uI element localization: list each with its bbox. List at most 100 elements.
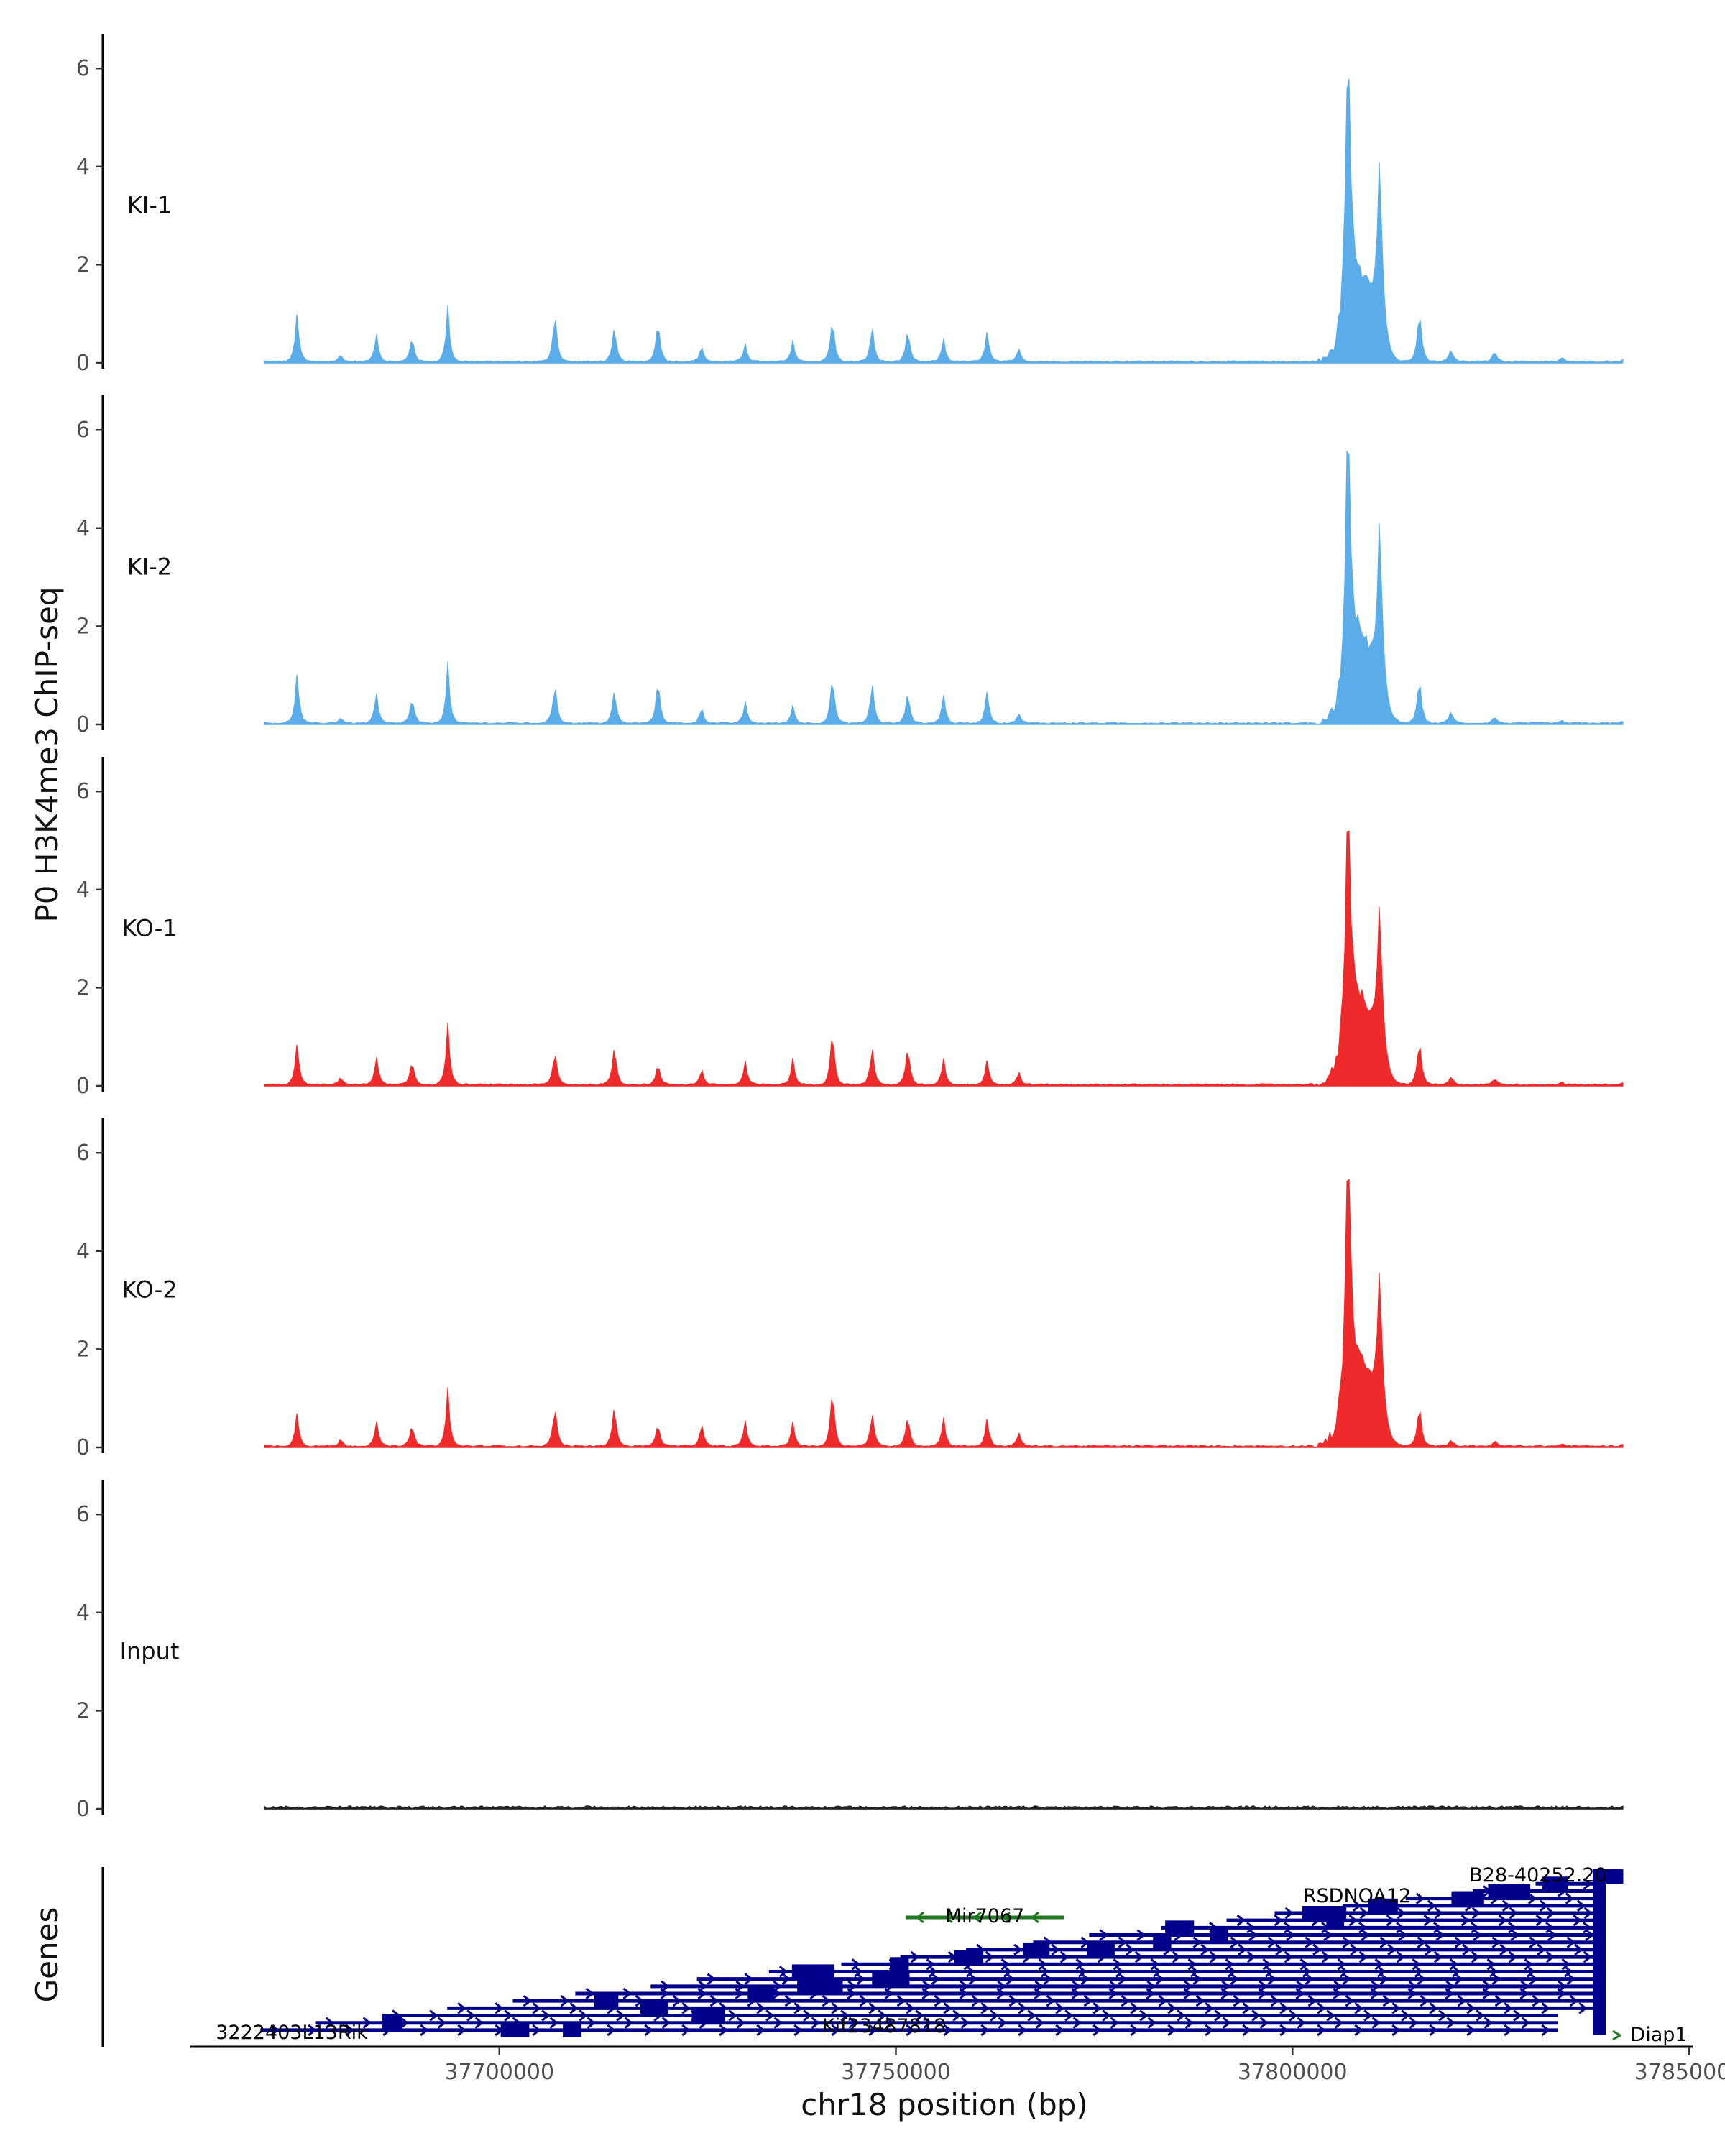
strand-arrow: [1174, 1929, 1183, 1941]
strand-arrow: [1578, 2002, 1588, 2014]
strand-arrow: [1438, 2009, 1448, 2022]
strand-arrow: [1499, 1943, 1509, 1956]
gene-row: [768, 1964, 1601, 1979]
strand-arrow: [1379, 1936, 1389, 1948]
strand-arrow: [1434, 1907, 1443, 1920]
strand-arrow: [1083, 1994, 1092, 2007]
gene-row: [1089, 1927, 1601, 1943]
strand-arrow: [1358, 1950, 1368, 1963]
strand-arrow: [1317, 2002, 1326, 2014]
strand-arrow: [400, 2017, 409, 2029]
strand-arrow: [1529, 1936, 1538, 1948]
strand-arrow: [1417, 1936, 1426, 1948]
strand-arrow: [756, 2002, 765, 2014]
strand-arrow: [853, 1966, 863, 1978]
strand-arrow: [1003, 1966, 1013, 1978]
strand-arrow: [996, 1987, 1006, 2000]
strand-arrow: [1401, 2009, 1410, 2022]
strand-arrow: [1409, 2017, 1418, 2029]
strand-arrow: [345, 2024, 354, 2037]
strand-arrow: [1183, 1987, 1192, 2000]
strand-arrow: [308, 2024, 317, 2037]
strand-arrow: [1504, 2002, 1513, 2014]
strand-arrow: [1248, 1929, 1258, 1941]
strand-arrow: [773, 2017, 783, 2029]
strand-arrow: [1557, 1987, 1566, 2000]
strand-arrow: [1258, 1987, 1267, 2000]
strand-arrow: [1102, 2009, 1111, 2022]
strand-arrow: [1295, 1987, 1305, 2000]
strand-arrow: [270, 2024, 280, 2037]
strand-arrow: [1583, 1907, 1593, 1920]
strand-arrow: [697, 1987, 707, 2000]
diap1-arrow: [1612, 2030, 1622, 2041]
strand-arrow: [1573, 1914, 1582, 1927]
strand-arrow: [1396, 1950, 1406, 1963]
strand-arrow: [1371, 2017, 1381, 2029]
y-tick-label: 6: [76, 418, 90, 443]
exon: [1302, 1906, 1325, 1920]
strand-arrow: [549, 2017, 558, 2029]
strand-arrow: [1227, 1966, 1237, 1978]
strand-arrow: [968, 1973, 978, 1985]
strand-arrow: [1425, 1943, 1434, 1956]
exon: [640, 2001, 668, 2016]
strand-arrow: [1498, 1914, 1507, 1927]
exon: [1506, 1884, 1531, 1899]
strand-arrow: [1097, 1950, 1107, 1963]
strand-arrow: [1451, 1966, 1461, 1978]
strand-arrow: [1297, 2017, 1306, 2029]
strand-arrow: [1286, 1929, 1295, 1941]
strand-arrow: [532, 2024, 541, 2037]
strand-arrow: [1435, 1929, 1445, 1941]
strand-arrow: [1489, 1966, 1499, 1978]
exon: [1165, 1920, 1195, 1935]
strand-arrow: [1541, 2002, 1550, 2014]
strand-arrow: [1008, 1994, 1018, 2007]
strand-arrow: [943, 2002, 952, 2014]
strand-arrow: [707, 1973, 717, 1985]
strand-arrow: [1386, 1914, 1395, 1927]
signal-tracks: 0 2 4 6 KI-1 0 2 4 6 KI-2 0 2 4 6 KO-1 0 2 4 6 KO-2 0 2 4 6 Inpu…: [76, 34, 1624, 1822]
strand-arrow: [1034, 1987, 1043, 2000]
strand-arrow: [868, 2024, 878, 2037]
strand-arrow: [1574, 1943, 1583, 1956]
strand-arrow: [1080, 1973, 1090, 1985]
strand-arrow: [709, 1994, 719, 2007]
strand-arrow: [1379, 1973, 1389, 1985]
strand-arrow: [1030, 1911, 1039, 1924]
strand-arrow: [1022, 1950, 1032, 1963]
strand-arrow: [1473, 1929, 1482, 1941]
strand-arrow: [1001, 1911, 1011, 1924]
signal-area-ko-2: [264, 1178, 1624, 1448]
y-tick-label: 4: [76, 516, 90, 541]
strand-arrow: [1321, 1950, 1331, 1963]
strand-arrow: [1476, 2009, 1485, 2022]
strand-arrow: [1398, 1929, 1407, 1941]
strand-arrow: [1527, 1892, 1537, 1904]
signal-area-ko-1: [264, 830, 1624, 1087]
strand-arrow: [1200, 1943, 1210, 1956]
strand-arrow: [998, 2017, 1007, 2029]
strand-arrow: [1460, 1914, 1470, 1927]
strand-arrow: [624, 2017, 633, 2029]
signal-area-ki-2: [264, 450, 1624, 725]
strand-arrow: [1055, 2024, 1064, 2037]
strand-arrow: [1006, 1973, 1016, 1985]
strand-arrow: [1576, 1899, 1586, 1912]
strand-arrow: [719, 2024, 728, 2037]
strand-arrow: [653, 2009, 663, 2022]
strand-arrow: [607, 2002, 616, 2014]
y-tick-label: 0: [76, 1074, 90, 1099]
y-tick-label: 0: [76, 351, 90, 376]
strand-arrow: [429, 2009, 438, 2022]
strand-arrow: [661, 2017, 671, 2029]
strand-arrow: [1526, 1966, 1536, 1978]
track-ki-1: 0 2 4 6 KI-1: [76, 34, 1624, 376]
strand-arrow: [1484, 2017, 1493, 2029]
strand-arrow: [1508, 1950, 1518, 1963]
genes-axis-title: Genes: [29, 1907, 65, 2003]
gene-row: [1274, 1906, 1601, 1920]
strand-arrow: [1417, 1973, 1427, 1985]
strand-arrow: [1080, 1936, 1090, 1948]
